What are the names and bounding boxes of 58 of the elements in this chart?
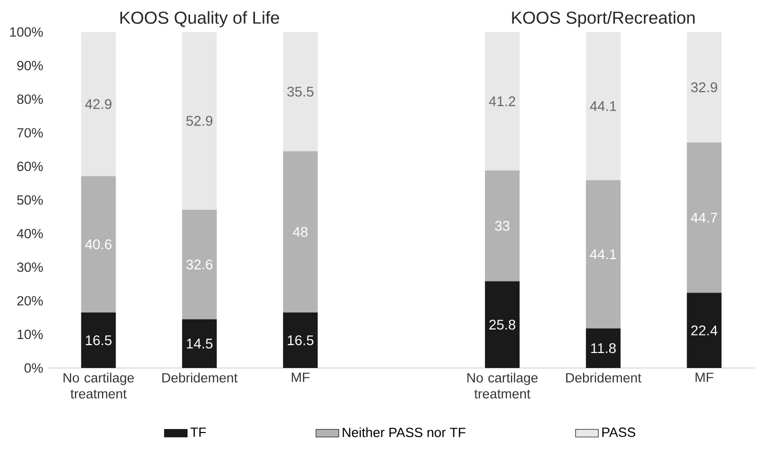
bar xyxy=(586,32,621,180)
data-label: 44.1 xyxy=(590,101,616,111)
bar xyxy=(81,312,116,368)
data-label: 25.8 xyxy=(489,320,516,330)
x-tick-label: Debridement xyxy=(566,372,642,382)
data-label: 32.9 xyxy=(691,82,718,92)
bar xyxy=(484,32,520,170)
bar xyxy=(586,180,621,328)
data-label: 44.7 xyxy=(690,212,718,222)
bar xyxy=(81,32,116,176)
y-tick-label: 100% xyxy=(10,27,43,37)
x-tick-label: Debridement xyxy=(162,372,238,382)
legend-label: TF xyxy=(190,428,206,437)
bar xyxy=(182,319,217,368)
text: KOOS Sport/Recreation xyxy=(512,11,695,28)
data-label: 35.5 xyxy=(287,86,314,97)
y-tick-label: 70% xyxy=(17,128,43,138)
x-tick-label: MF xyxy=(696,372,714,382)
x-tick-label: No cartilage treatment xyxy=(64,372,134,398)
data-label: 14.5 xyxy=(186,338,212,349)
y-tick-label: 30% xyxy=(17,262,43,272)
y-tick-label: 20% xyxy=(17,296,43,306)
data-label: 41.2 xyxy=(488,96,516,106)
y-tick-label: 80% xyxy=(17,94,43,104)
text: KOOS Quality of Life xyxy=(120,11,280,28)
y-tick-label: 90% xyxy=(17,60,43,70)
data-label: 11.8 xyxy=(591,343,616,354)
data-label: 42.9 xyxy=(85,99,112,110)
legend-label: Neither PASS nor TF xyxy=(342,427,466,438)
bar xyxy=(686,142,722,293)
bar xyxy=(182,32,217,210)
x-tick-label: No cartilage treatment xyxy=(467,372,538,398)
data-label: 48 xyxy=(292,226,308,237)
bar xyxy=(686,292,722,368)
y-tick-label: 50% xyxy=(17,195,43,205)
bar xyxy=(686,32,722,143)
bar xyxy=(484,281,520,368)
data-label: 44.1 xyxy=(590,249,616,260)
y-tick-label: 60% xyxy=(17,162,43,172)
data-label: 52.9 xyxy=(186,116,212,126)
y-tick-label: 10% xyxy=(18,330,43,340)
y-tick-label: 0% xyxy=(24,363,43,373)
bar xyxy=(586,328,621,368)
data-label: 32.6 xyxy=(186,260,212,270)
bar xyxy=(182,210,217,320)
y-tick-label: 40% xyxy=(16,228,43,238)
bar xyxy=(81,176,116,313)
legend-label: PASS xyxy=(602,428,636,437)
data-label: 40.6 xyxy=(85,239,112,250)
bar xyxy=(484,170,520,282)
data-label: 16.5 xyxy=(288,335,314,346)
data-label: 33 xyxy=(495,220,510,231)
bar xyxy=(283,312,318,368)
bar xyxy=(283,151,318,313)
bar xyxy=(283,32,318,152)
data-label: 22.4 xyxy=(691,325,718,336)
x-tick-label: MF xyxy=(292,372,310,382)
data-label: 16.5 xyxy=(86,335,112,346)
